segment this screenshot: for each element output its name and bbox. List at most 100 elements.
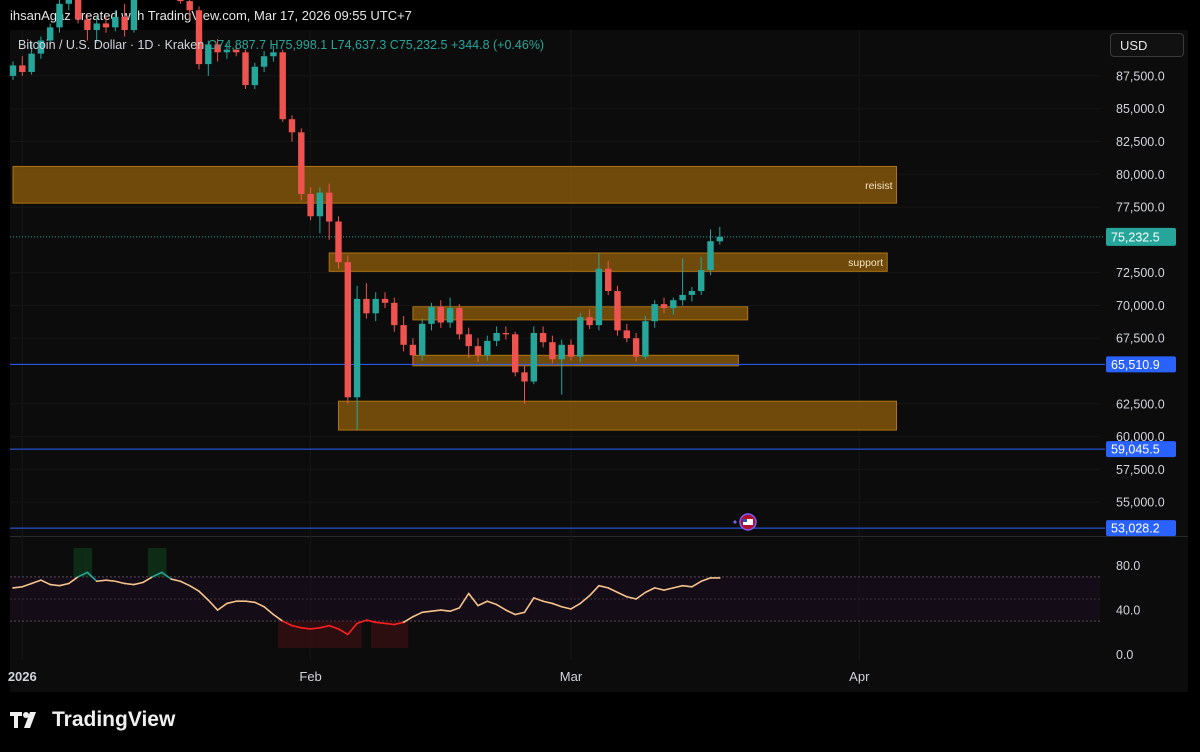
candle-body[interactable] bbox=[409, 344, 417, 356]
candle-body[interactable] bbox=[428, 306, 435, 324]
candle-body[interactable] bbox=[223, 49, 231, 53]
candle-body[interactable] bbox=[679, 294, 686, 301]
candle-body[interactable] bbox=[614, 291, 621, 331]
rsi-line-segment bbox=[95, 579, 107, 583]
candle-body[interactable] bbox=[363, 298, 370, 314]
candle-body[interactable] bbox=[270, 52, 277, 57]
candle-body[interactable] bbox=[502, 333, 510, 335]
candle-body[interactable] bbox=[586, 317, 593, 326]
candle-body[interactable] bbox=[419, 323, 426, 356]
candle-body[interactable] bbox=[326, 192, 333, 222]
rsi-line-segment bbox=[607, 587, 619, 594]
candle-body[interactable] bbox=[214, 44, 221, 53]
candle-body[interactable] bbox=[372, 298, 379, 314]
candle-body[interactable] bbox=[186, 1, 193, 11]
candle-body[interactable] bbox=[642, 321, 649, 357]
candle-body[interactable] bbox=[391, 302, 398, 326]
candle-body[interactable] bbox=[605, 268, 612, 292]
candle-body[interactable] bbox=[316, 192, 324, 217]
candle-body[interactable] bbox=[493, 333, 500, 341]
candle-body[interactable] bbox=[567, 344, 575, 357]
candle-body[interactable] bbox=[102, 23, 110, 28]
zone-rect[interactable] bbox=[12, 165, 897, 204]
current-price-badge bbox=[1106, 227, 1176, 246]
candle-body[interactable] bbox=[651, 304, 658, 322]
candle-body[interactable] bbox=[37, 40, 45, 54]
candle-body[interactable] bbox=[623, 330, 630, 339]
candle-body[interactable] bbox=[56, 3, 63, 28]
candle-body[interactable] bbox=[716, 236, 723, 242]
time-tick-label: Mar bbox=[560, 669, 583, 684]
candle-body[interactable] bbox=[446, 308, 454, 323]
candle-body[interactable] bbox=[437, 306, 444, 323]
rsi-line-segment bbox=[663, 587, 675, 591]
rsi-line-segment bbox=[532, 597, 544, 603]
rsi-line-segment bbox=[505, 609, 517, 616]
candle-body[interactable] bbox=[660, 304, 668, 309]
candle-body[interactable] bbox=[84, 19, 91, 30]
candle-body[interactable] bbox=[177, 0, 184, 2]
candle-body[interactable] bbox=[65, 0, 72, 4]
candle-body[interactable] bbox=[205, 44, 212, 65]
zone-rect[interactable] bbox=[338, 400, 897, 431]
price-tick-label: 55,000.0 bbox=[1116, 496, 1165, 510]
candle-body[interactable] bbox=[242, 52, 249, 86]
candle-body[interactable] bbox=[74, 0, 82, 20]
candle-body[interactable] bbox=[400, 325, 407, 345]
candle-body[interactable] bbox=[688, 291, 696, 295]
rsi-line-segment bbox=[151, 571, 163, 578]
candle-body[interactable] bbox=[456, 308, 463, 335]
rsi-line-segment bbox=[123, 582, 135, 586]
rsi-line-segment bbox=[365, 619, 377, 624]
candle-body[interactable] bbox=[9, 65, 17, 76]
candle-body[interactable] bbox=[251, 66, 258, 86]
candle-body[interactable] bbox=[595, 268, 603, 326]
candle-body[interactable] bbox=[539, 333, 547, 343]
rsi-line-segment bbox=[356, 619, 368, 625]
candle-body[interactable] bbox=[670, 300, 677, 309]
rsi-line-segment bbox=[412, 611, 424, 618]
horizontal-lines-layer: 65,510.9 59,045.5 53,028.2 75,232.5 bbox=[10, 227, 1176, 537]
candle-body[interactable] bbox=[512, 334, 519, 373]
candle-body[interactable] bbox=[484, 340, 491, 356]
candle-body[interactable] bbox=[112, 16, 119, 28]
candle-body[interactable] bbox=[93, 23, 100, 30]
candle-body[interactable] bbox=[233, 49, 240, 53]
candle-body[interactable] bbox=[381, 298, 389, 303]
rsi-line-segment bbox=[644, 587, 656, 594]
candle-body[interactable] bbox=[335, 221, 342, 263]
candle-body[interactable] bbox=[521, 372, 528, 382]
candle-body[interactable] bbox=[307, 193, 314, 217]
candle-body[interactable] bbox=[698, 270, 705, 292]
sparkle-icon bbox=[733, 520, 737, 524]
candle-body[interactable] bbox=[707, 241, 714, 271]
candle-body[interactable] bbox=[195, 10, 203, 65]
candle-body[interactable] bbox=[474, 346, 482, 356]
candle-body[interactable] bbox=[288, 119, 296, 133]
rsi-line-segment bbox=[430, 609, 442, 613]
event-marker bbox=[733, 513, 757, 531]
candle-body[interactable] bbox=[558, 344, 565, 360]
candle-body[interactable] bbox=[465, 334, 472, 347]
rsi-line-segment bbox=[272, 613, 284, 622]
rsi-line-segment bbox=[319, 624, 331, 629]
candle-body[interactable] bbox=[130, 0, 138, 30]
candle-body[interactable] bbox=[279, 52, 286, 120]
rsi-tick-label: 40.0 bbox=[1116, 604, 1140, 618]
candle-body[interactable] bbox=[19, 65, 26, 72]
candle-body[interactable] bbox=[530, 333, 537, 382]
candle-body[interactable] bbox=[344, 262, 351, 398]
candle-body[interactable] bbox=[353, 298, 361, 398]
currency-button[interactable]: USD bbox=[1110, 33, 1184, 57]
candle-body[interactable] bbox=[28, 53, 35, 72]
candle-body[interactable] bbox=[577, 317, 584, 357]
candle-body[interactable] bbox=[260, 56, 268, 67]
candle-body[interactable] bbox=[549, 342, 556, 360]
rsi-oversold-fill bbox=[333, 621, 344, 648]
candle-body[interactable] bbox=[298, 132, 305, 194]
candle-body[interactable] bbox=[121, 16, 128, 30]
candle-body[interactable] bbox=[632, 338, 640, 357]
price-tick-label: 60,000.0 bbox=[1116, 430, 1165, 444]
candle-body[interactable] bbox=[47, 27, 54, 41]
